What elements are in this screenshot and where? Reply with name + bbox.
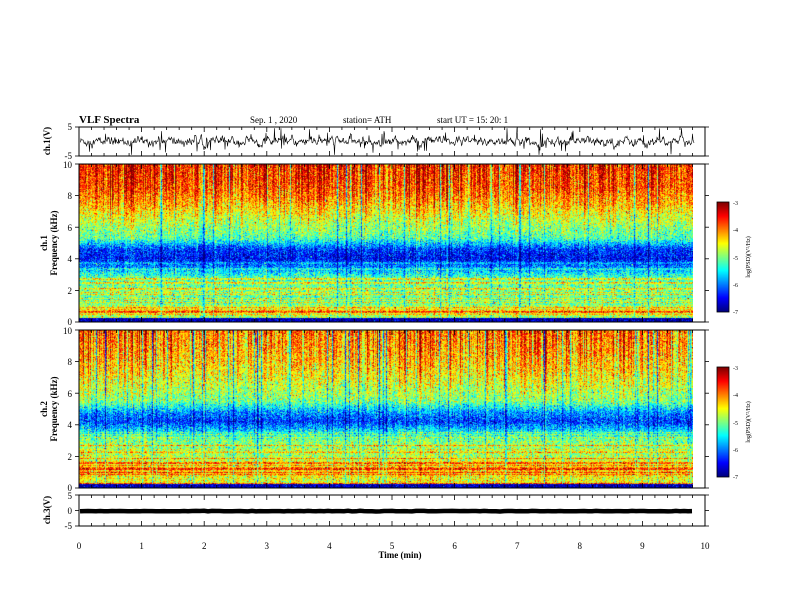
ch2-spectrogram-ylabel-frequency: Frequency (kHz) <box>49 376 59 441</box>
ch3-waveform-trace <box>79 508 693 514</box>
ch1-waveform-panel: 5 -5 ch.1(V) <box>42 122 709 161</box>
ch2-cb-tick-m7: -7 <box>733 475 738 481</box>
ch3-waveform-ticks <box>75 494 709 527</box>
xtick-1: 1 <box>139 541 144 551</box>
ch1-ytick-4: 4 <box>68 254 73 264</box>
ch1-waveform-trace <box>79 128 695 155</box>
ch1-ytick-bottom: -5 <box>65 151 73 161</box>
ch2-spectrogram-ylabel-channel: ch.2 <box>39 401 49 417</box>
ch1-ytick-0: 0 <box>68 317 73 327</box>
ch2-colorbar-label: log(PSD)(V²/Hz) <box>745 401 752 442</box>
figure-title: VLF Spectra <box>79 114 140 126</box>
header-station: station= ATH <box>343 115 392 125</box>
ch1-colorbar-gradient <box>717 202 729 312</box>
ch1-spectrogram-ticks <box>75 163 709 323</box>
ch1-waveform-ticks <box>75 126 709 157</box>
ch2-colorbar-gradient <box>717 367 729 477</box>
ch1-ytick-8: 8 <box>68 191 73 201</box>
ch1-colorbar: -3 -4 -5 -6 -7 log(PSD)(V²/Hz) <box>716 201 752 316</box>
ch2-spectrogram-yticks: 0 2 4 6 8 10 <box>63 326 73 493</box>
xtick-7: 7 <box>515 541 520 551</box>
ch2-ytick-0: 0 <box>68 483 73 493</box>
ch2-cb-tick-m4: -4 <box>733 393 738 399</box>
ch1-spectrogram-panel: 0 2 4 6 8 10 ch.1 Frequency (kHz) -3 -4 … <box>39 160 752 327</box>
ch3-ytick-zero: 0 <box>68 506 73 516</box>
xtick-10: 10 <box>701 541 711 551</box>
ch1-cb-tick-m7: -7 <box>733 310 738 316</box>
xtick-3: 3 <box>265 541 270 551</box>
ch1-waveform-ylabel: ch.1(V) <box>42 127 52 155</box>
ch2-cb-tick-m6: -6 <box>733 448 738 454</box>
ch1-cb-tick-m5: -5 <box>733 256 738 262</box>
header-date: Sep. 1 , 2020 <box>250 115 298 125</box>
ch1-ytick-2: 2 <box>68 286 73 296</box>
header-start-time: start UT = 15: 20: 1 <box>437 115 508 125</box>
xtick-9: 9 <box>640 541 645 551</box>
time-axis: 0 1 2 3 4 5 6 7 8 9 10 Time (min) <box>77 541 710 560</box>
ch2-ytick-6: 6 <box>68 389 73 399</box>
ch3-ytick-bottom: -5 <box>65 521 73 531</box>
ch1-ytick-6: 6 <box>68 223 73 233</box>
ch2-cb-tick-m3: -3 <box>733 366 738 372</box>
xtick-6: 6 <box>452 541 457 551</box>
xtick-0: 0 <box>77 541 82 551</box>
ch1-ytick-10: 10 <box>63 160 73 170</box>
xtick-4: 4 <box>327 541 332 551</box>
ch1-colorbar-label: log(PSD)(V²/Hz) <box>745 236 752 277</box>
ch1-ytick-top: 5 <box>68 122 73 132</box>
ch1-spectrogram-ylabel-channel: ch.1 <box>39 235 49 251</box>
ch2-ytick-4: 4 <box>68 420 73 430</box>
ch3-waveform-ylabel: ch.3(V) <box>42 496 52 524</box>
ch1-spectrogram-yticks: 0 2 4 6 8 10 <box>63 160 73 327</box>
ch1-cb-tick-m6: -6 <box>733 283 738 289</box>
ch2-cb-tick-m5: -5 <box>733 421 738 427</box>
ch2-colorbar-frame <box>716 366 730 478</box>
ch2-spectrogram-image <box>79 330 693 488</box>
x-axis-label: Time (min) <box>378 550 421 560</box>
ch3-waveform-panel: 5 0 -5 ch.3(V) <box>42 491 709 531</box>
ch2-ytick-10: 10 <box>63 326 73 336</box>
ch1-colorbar-frame <box>716 201 730 313</box>
ch2-ytick-2: 2 <box>68 452 73 462</box>
ch1-cb-tick-m3: -3 <box>733 201 738 207</box>
xtick-5: 5 <box>390 541 395 551</box>
ch3-ytick-top: 5 <box>68 491 73 501</box>
ch1-cb-tick-m4: -4 <box>733 228 738 234</box>
ch2-spectrogram-panel: 0 2 4 6 8 10 ch.2 Frequency (kHz) -3 -4 … <box>39 326 752 493</box>
ch1-spectrogram-ylabel-frequency: Frequency (kHz) <box>49 210 59 275</box>
xtick-8: 8 <box>578 541 583 551</box>
ch2-ytick-8: 8 <box>68 357 73 367</box>
xtick-2: 2 <box>202 541 207 551</box>
ch2-spectrogram-ticks <box>75 329 709 489</box>
ch1-spectrogram-image <box>79 164 693 322</box>
ch2-colorbar: -3 -4 -5 -6 -7 log(PSD)(V²/Hz) <box>716 366 752 481</box>
